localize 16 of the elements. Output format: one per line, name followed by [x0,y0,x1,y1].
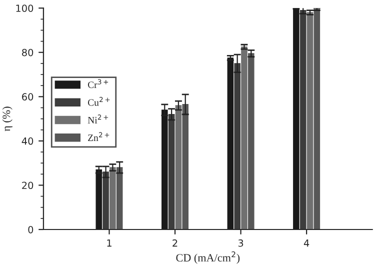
y-axis-title: η (%) [2,106,12,132]
y-tick-label: 100 [16,4,34,12]
legend-label: Cu$^{2+}$ [88,96,110,106]
x-tick-label: 3 [238,239,244,247]
y-tick-label: 0 [28,226,34,234]
y-tick-label: 40 [22,137,34,145]
y-tick-label: 80 [22,48,34,56]
x-tick-label: 4 [304,240,310,247]
x-axis-title: CD (mA/cm$^{2}$) [176,251,240,264]
x-tick-label: 2 [172,239,178,247]
y-tick-label: 60 [22,93,34,100]
x-tick-label: 1 [107,240,112,247]
legend-label: Ni$^{2+}$ [88,114,108,124]
y-tick-label: 20 [22,182,34,190]
legend-label: Cr$^{3+}$ [88,79,108,88]
legend-label: Zn$^{2+}$ [88,132,110,141]
